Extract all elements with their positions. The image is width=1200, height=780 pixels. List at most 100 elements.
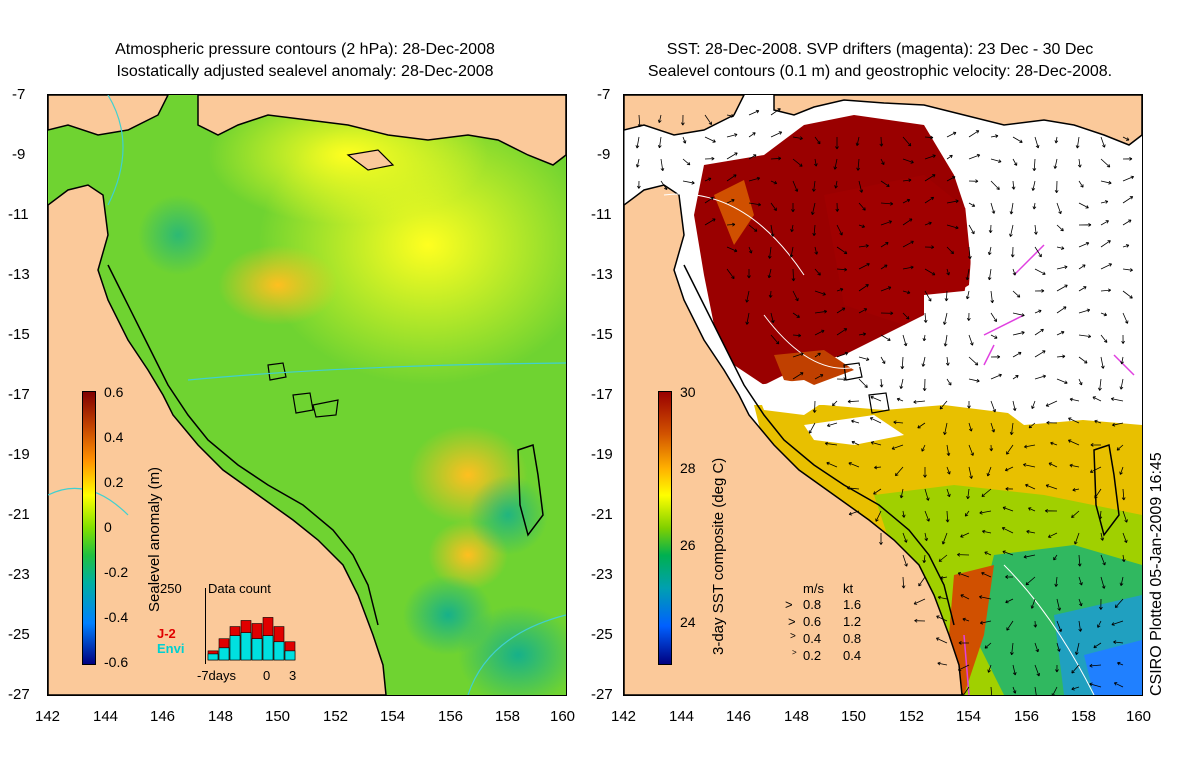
velocity-arrow — [990, 290, 995, 304]
velocity-arrow — [990, 354, 1001, 359]
velocity-arrow — [1053, 554, 1058, 561]
velocity-arrow — [1078, 222, 1092, 227]
velocity-arrow — [984, 642, 992, 649]
velocity-arrow — [1056, 354, 1066, 359]
legend-arrow-icon: > — [785, 597, 793, 612]
right-x-tick: 152 — [899, 708, 925, 725]
velocity-arrow — [960, 594, 970, 600]
velocity-arrow — [1078, 598, 1083, 607]
velocity-arrow — [900, 356, 905, 370]
velocity-arrow — [924, 174, 936, 182]
velocity-arrow — [924, 135, 934, 140]
velocity-arrow — [880, 334, 891, 341]
legend-ms-value: 0.6 — [803, 614, 822, 629]
velocity-arrow — [968, 179, 979, 184]
velocity-arrow — [1094, 488, 1102, 499]
velocity-arrow — [1044, 508, 1058, 513]
velocity-arrow — [1100, 356, 1105, 369]
legend-header-ms: m/s — [803, 581, 824, 596]
velocity-arrow — [1122, 532, 1128, 544]
velocity-arrow — [901, 576, 906, 589]
velocity-arrow — [657, 136, 662, 149]
velocity-arrow — [1006, 620, 1014, 631]
velocity-arrow — [1078, 620, 1083, 632]
velocity-arrow — [858, 284, 869, 292]
velocity-arrow — [832, 400, 838, 407]
velocity-arrow — [847, 399, 860, 404]
velocity-arrow — [748, 202, 762, 207]
velocity-arrow — [957, 572, 970, 578]
velocity-arrow — [990, 334, 998, 339]
sst-cbar-label: 24 — [680, 614, 696, 630]
velocity-arrow — [792, 312, 800, 318]
velocity-arrow — [1023, 554, 1036, 559]
velocity-arrow — [1078, 180, 1084, 188]
velocity-arrow — [946, 378, 952, 386]
velocity-arrow — [1077, 554, 1082, 567]
velocity-arrow — [826, 461, 838, 468]
velocity-arrow — [918, 576, 926, 587]
left-map-panel — [47, 94, 567, 696]
velocity-arrow — [1024, 444, 1036, 449]
right-y-tick: -11 — [591, 206, 612, 223]
legend-ms-value: 0.4 — [803, 631, 822, 646]
velocity-arrow — [858, 202, 866, 211]
sst-cbar-label: 26 — [680, 537, 696, 553]
velocity-arrow — [747, 269, 751, 279]
velocity-arrow — [748, 224, 758, 232]
velocity-arrow — [1009, 202, 1014, 215]
velocity-arrow — [1028, 422, 1036, 429]
velocity-arrow — [1034, 309, 1042, 314]
velocity-arrow — [901, 510, 906, 518]
velocity-arrow — [1114, 598, 1124, 608]
velocity-arrow — [870, 395, 882, 402]
legend-kt-value: 1.2 — [843, 614, 862, 629]
velocity-arrow — [858, 332, 867, 336]
right-y-tick: -21 — [591, 506, 613, 523]
velocity-arrow — [704, 156, 715, 161]
velocity-arrow — [921, 356, 926, 367]
sla-cbar-label: -0.6 — [104, 654, 129, 670]
velocity-arrow — [958, 640, 970, 645]
velocity-arrow — [1100, 334, 1108, 343]
velocity-arrow — [939, 400, 948, 410]
velocity-arrow — [1119, 576, 1124, 586]
velocity-arrow — [899, 488, 904, 499]
velocity-arrow — [1005, 598, 1014, 604]
left-x-tick: 158 — [495, 708, 521, 725]
velocity-arrow — [921, 444, 926, 452]
velocity-arrow — [1051, 686, 1058, 695]
velocity-arrow — [1048, 462, 1058, 468]
left-x-tick: 156 — [438, 708, 464, 725]
velocity-arrow — [986, 466, 992, 477]
velocity-arrow — [1078, 286, 1087, 292]
velocity-arrow — [924, 154, 936, 160]
velocity-arrow — [635, 158, 640, 168]
left-x-tick: 160 — [550, 708, 576, 725]
velocity-arrow — [1006, 444, 1014, 455]
velocity-arrow — [1056, 246, 1065, 250]
velocity-arrow — [726, 114, 735, 118]
velocity-arrow — [1119, 466, 1124, 475]
inset-bar-envi — [251, 638, 263, 661]
velocity-arrow — [858, 244, 869, 248]
velocity-arrow — [1069, 463, 1080, 468]
velocity-arrow — [880, 311, 894, 316]
velocity-arrow — [770, 180, 778, 185]
velocity-arrow — [1078, 378, 1083, 386]
velocity-arrow — [1092, 396, 1102, 402]
velocity-arrow — [836, 246, 848, 255]
velocity-arrow — [968, 130, 980, 138]
velocity-arrow — [704, 197, 714, 204]
velocity-arrow — [858, 263, 870, 270]
velocity-arrow — [1012, 312, 1025, 317]
velocity-arrow — [1122, 244, 1130, 248]
sst-cbar-title: 3-day SST composite (deg C) — [710, 457, 727, 655]
velocity-arrow — [902, 334, 908, 347]
velocity-arrow — [814, 158, 818, 167]
left-y-tick: -21 — [8, 506, 30, 523]
velocity-arrow — [792, 352, 804, 358]
velocity-arrow — [814, 374, 824, 380]
velocity-arrow — [1031, 400, 1036, 410]
right-y-tick: -7 — [597, 86, 611, 103]
